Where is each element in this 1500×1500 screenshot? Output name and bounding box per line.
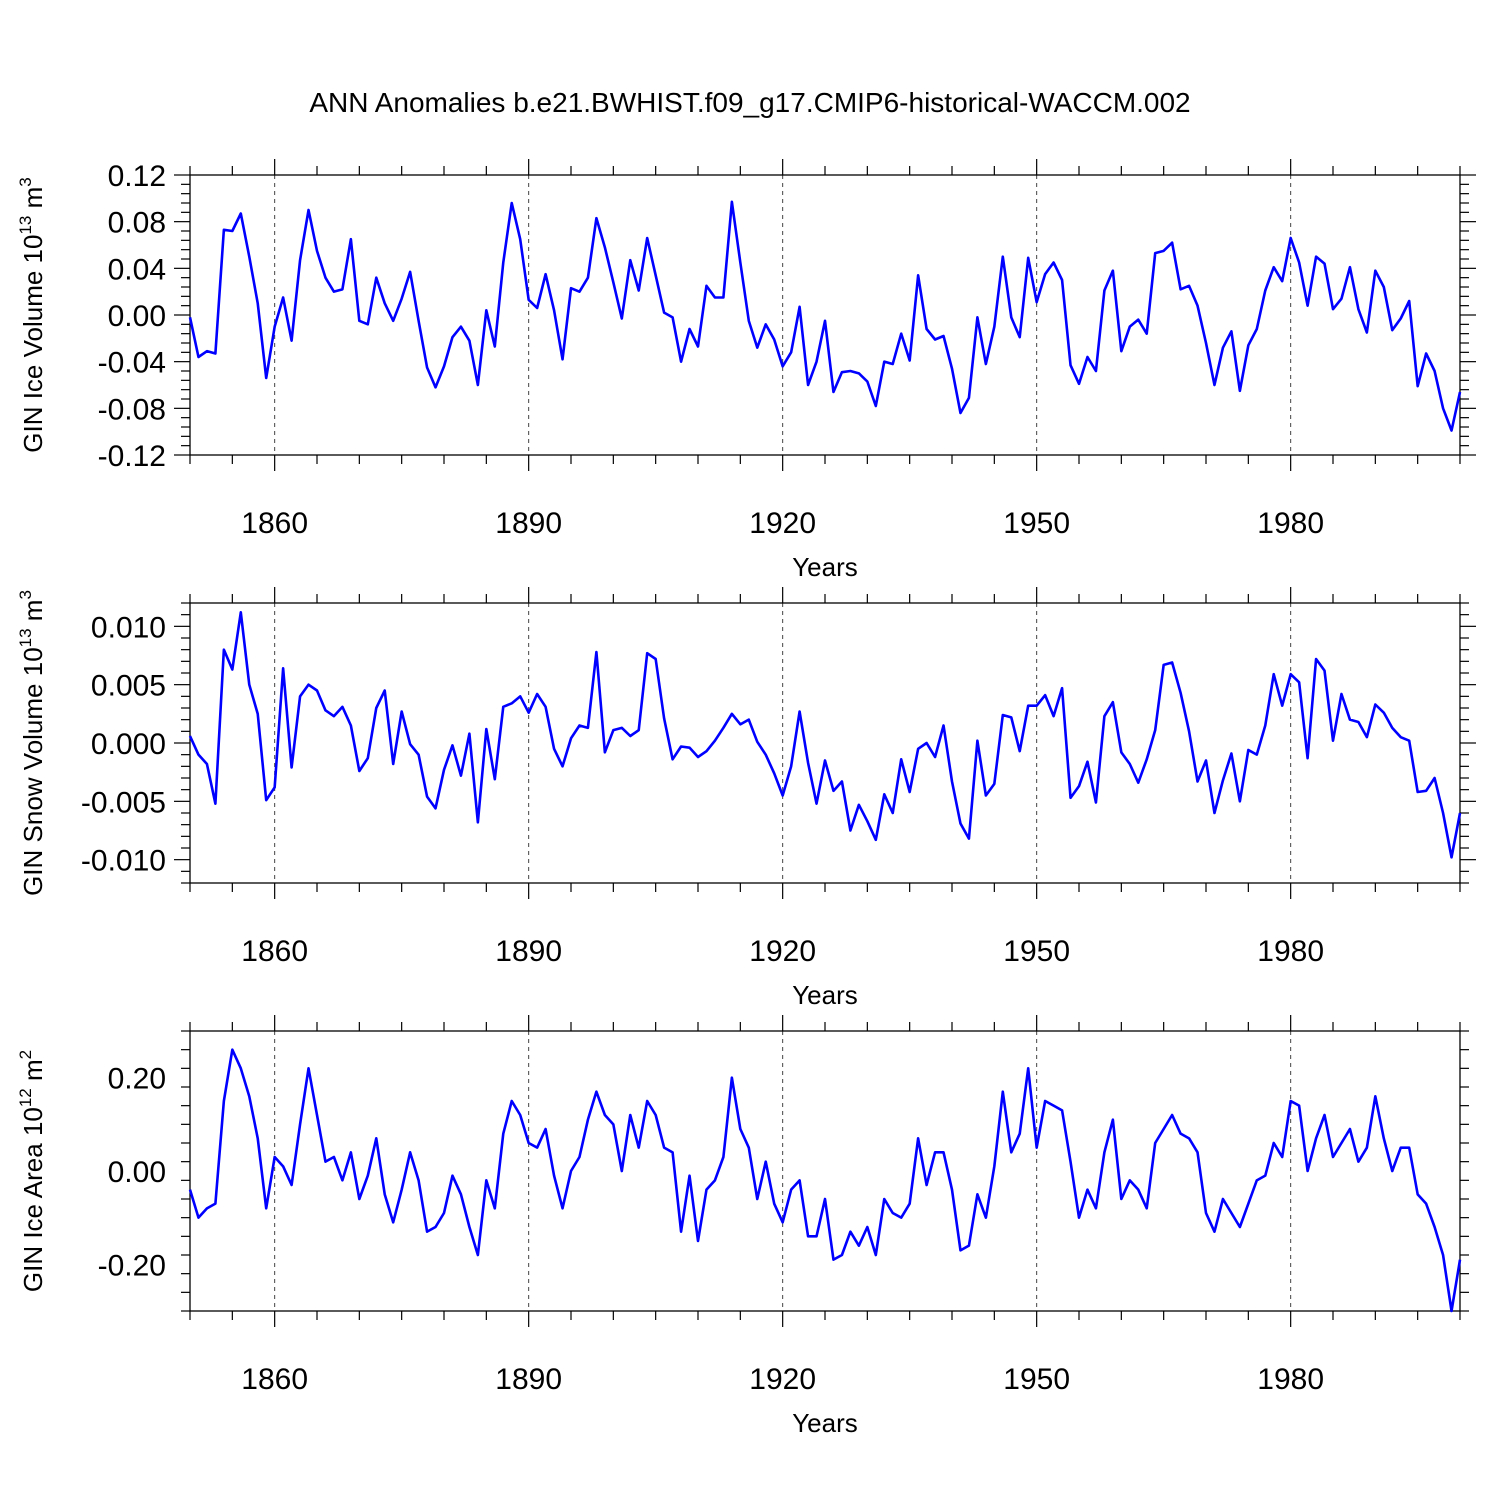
y-axis-title-unit-exponent: 2 bbox=[16, 1050, 35, 1059]
x-tick-label: 1980 bbox=[1257, 935, 1324, 968]
x-tick-label: 1950 bbox=[1003, 507, 1070, 540]
y-axis-title: GIN Ice Area 1012 m2 bbox=[16, 1050, 48, 1292]
series-line-1 bbox=[188, 200, 1462, 432]
y-axis-title-unit: m bbox=[18, 1059, 48, 1088]
x-tick-label: 1950 bbox=[1003, 935, 1070, 968]
x-tick-label: 1920 bbox=[749, 935, 816, 968]
y-axis-title-main: GIN Snow Volume 10 bbox=[18, 647, 48, 896]
x-axis-title: Years bbox=[792, 552, 858, 582]
y-axis-title-unit: m bbox=[18, 187, 48, 216]
y-axis-title-unit-exponent: 3 bbox=[16, 590, 35, 599]
y-axis-title-exponent: 13 bbox=[16, 216, 35, 235]
y-tick-label: -0.04 bbox=[98, 347, 166, 380]
x-tick-label: 1860 bbox=[241, 507, 308, 540]
series-line-3 bbox=[188, 1048, 1462, 1313]
x-tick-label: 1980 bbox=[1257, 1363, 1324, 1396]
x-tick-label: 1920 bbox=[749, 507, 816, 540]
y-tick-label: 0.08 bbox=[108, 207, 166, 240]
chart-panel-3: -0.20 0.00 0.20 1860 1890 1920 1950 1980 Years GI… bbox=[16, 1015, 1469, 1438]
y-tick-label: 0.12 bbox=[108, 160, 166, 193]
figure-title: ANN Anomalies b.e21.BWHIST.f09_g17.CMIP6… bbox=[309, 87, 1190, 118]
y-tick-label: 0.010 bbox=[91, 611, 166, 644]
y-axis-title-unit: m bbox=[18, 600, 48, 629]
plot-frame bbox=[189, 602, 1461, 884]
y-tick-label: 0.00 bbox=[108, 1156, 166, 1189]
x-tick-label: 1980 bbox=[1257, 507, 1324, 540]
y-axis-title-exponent: 13 bbox=[16, 628, 35, 647]
y-axis-title-main: GIN Ice Volume 10 bbox=[18, 235, 48, 453]
chart-panel-1: -0.12 -0.08 -0.04 0.00 0.04 0.08 0.12 1860 1890 1… bbox=[16, 159, 1476, 582]
y-tick-label: -0.010 bbox=[81, 845, 166, 878]
y-tick-label: -0.005 bbox=[81, 786, 166, 819]
y-tick-label: -0.08 bbox=[98, 393, 166, 426]
plot-frame bbox=[189, 174, 1461, 456]
chart-panel-2: -0.010 -0.005 0.000 0.005 0.010 1860 1890 1920 1… bbox=[16, 587, 1476, 1010]
y-axis-title: GIN Ice Volume 1013 m3 bbox=[16, 177, 48, 453]
x-tick-label: 1890 bbox=[495, 935, 562, 968]
y-axis-title-main: GIN Ice Area 10 bbox=[18, 1107, 48, 1292]
y-tick-label: -0.20 bbox=[98, 1249, 166, 1282]
x-axis-title: Years bbox=[792, 1408, 858, 1438]
y-axis-title-unit-exponent: 3 bbox=[16, 177, 35, 186]
y-tick-label: 0.000 bbox=[91, 728, 166, 761]
y-axis-title: GIN Snow Volume 1013 m3 bbox=[16, 590, 48, 896]
y-tick-label: 0.005 bbox=[91, 670, 166, 703]
y-tick-label: 0.04 bbox=[108, 253, 166, 286]
y-tick-label: -0.12 bbox=[98, 440, 166, 473]
x-tick-label: 1860 bbox=[241, 1363, 308, 1396]
y-tick-label: 0.20 bbox=[108, 1063, 166, 1096]
y-axis-title-exponent: 12 bbox=[16, 1088, 35, 1107]
x-tick-label: 1890 bbox=[495, 507, 562, 540]
x-tick-label: 1920 bbox=[749, 1363, 816, 1396]
series-line-2 bbox=[188, 611, 1462, 859]
y-tick-label: 0.00 bbox=[108, 300, 166, 333]
x-tick-label: 1950 bbox=[1003, 1363, 1070, 1396]
x-tick-label: 1890 bbox=[495, 1363, 562, 1396]
x-axis-title: Years bbox=[792, 980, 858, 1010]
x-tick-label: 1860 bbox=[241, 935, 308, 968]
